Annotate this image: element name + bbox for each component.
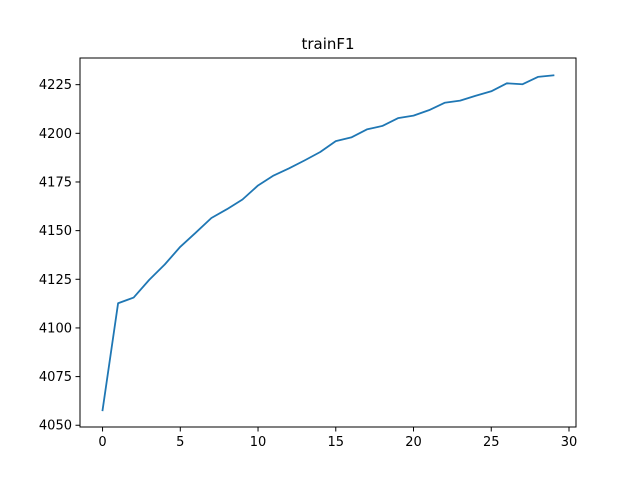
plot-background [80,58,576,427]
x-tick-label: 25 [483,435,500,450]
x-tick-label: 15 [328,435,345,450]
y-tick-label: 4150 [39,224,72,239]
axes-frame [79,57,577,428]
x-tick-label: 30 [561,435,578,450]
y-tick-label: 4225 [39,78,72,93]
plot-area [80,58,576,427]
axes-spines [79,57,577,428]
y-tick-label: 4050 [39,419,72,434]
y-tick-label: 4100 [39,321,72,336]
y-tick-label: 4175 [39,175,72,190]
y-tick-label: 4075 [39,370,72,385]
series-line-0 [101,74,555,412]
y-axis: 4050 4075 4100 4125 4150 4175 4200 4225 [39,78,80,434]
x-axis: 0 5 10 15 20 25 30 [98,427,577,450]
x-tick-label: 0 [98,435,106,450]
x-tick-label: 10 [250,435,267,450]
chart-title: trainF1 [301,35,354,53]
series-layer [101,74,555,412]
y-tick-label: 4200 [39,127,72,142]
x-tick-label: 5 [176,435,184,450]
y-tick-label: 4125 [39,273,72,288]
x-tick-label: 20 [405,435,422,450]
